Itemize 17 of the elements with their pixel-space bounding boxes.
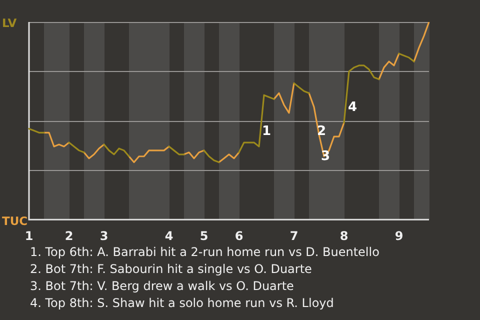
x-tick-label: 2 <box>64 228 74 243</box>
x-tick-label: 1 <box>24 228 34 243</box>
x-tick-label: 7 <box>290 228 298 243</box>
annotation: 4 <box>348 100 358 115</box>
text: TUC <box>2 214 28 229</box>
text: 2. Bot 7th: F. Sabourin hit a single vs O. Duarte <box>30 261 313 278</box>
x-tick-label: 4 <box>164 228 174 243</box>
text: 1. Top 6th: A. Barrabi hit a 2-run home run vs D. Buentello <box>30 244 380 261</box>
x-tick-label: 5 <box>200 228 208 243</box>
x-tick-label: 8 <box>340 228 348 243</box>
x-tick-label: 9 <box>394 228 404 243</box>
text: 4. Top 8th: S. Shaw hit a solo home run vs R. Lloyd <box>30 295 335 312</box>
annotation: 1 <box>262 124 272 139</box>
text: LV <box>2 16 17 31</box>
text: 3. Bot 7th: V. Berg drew a walk vs O. Duarte <box>30 278 295 295</box>
x-tick-label: 6 <box>234 228 244 243</box>
x-tick-label: 3 <box>100 228 108 243</box>
